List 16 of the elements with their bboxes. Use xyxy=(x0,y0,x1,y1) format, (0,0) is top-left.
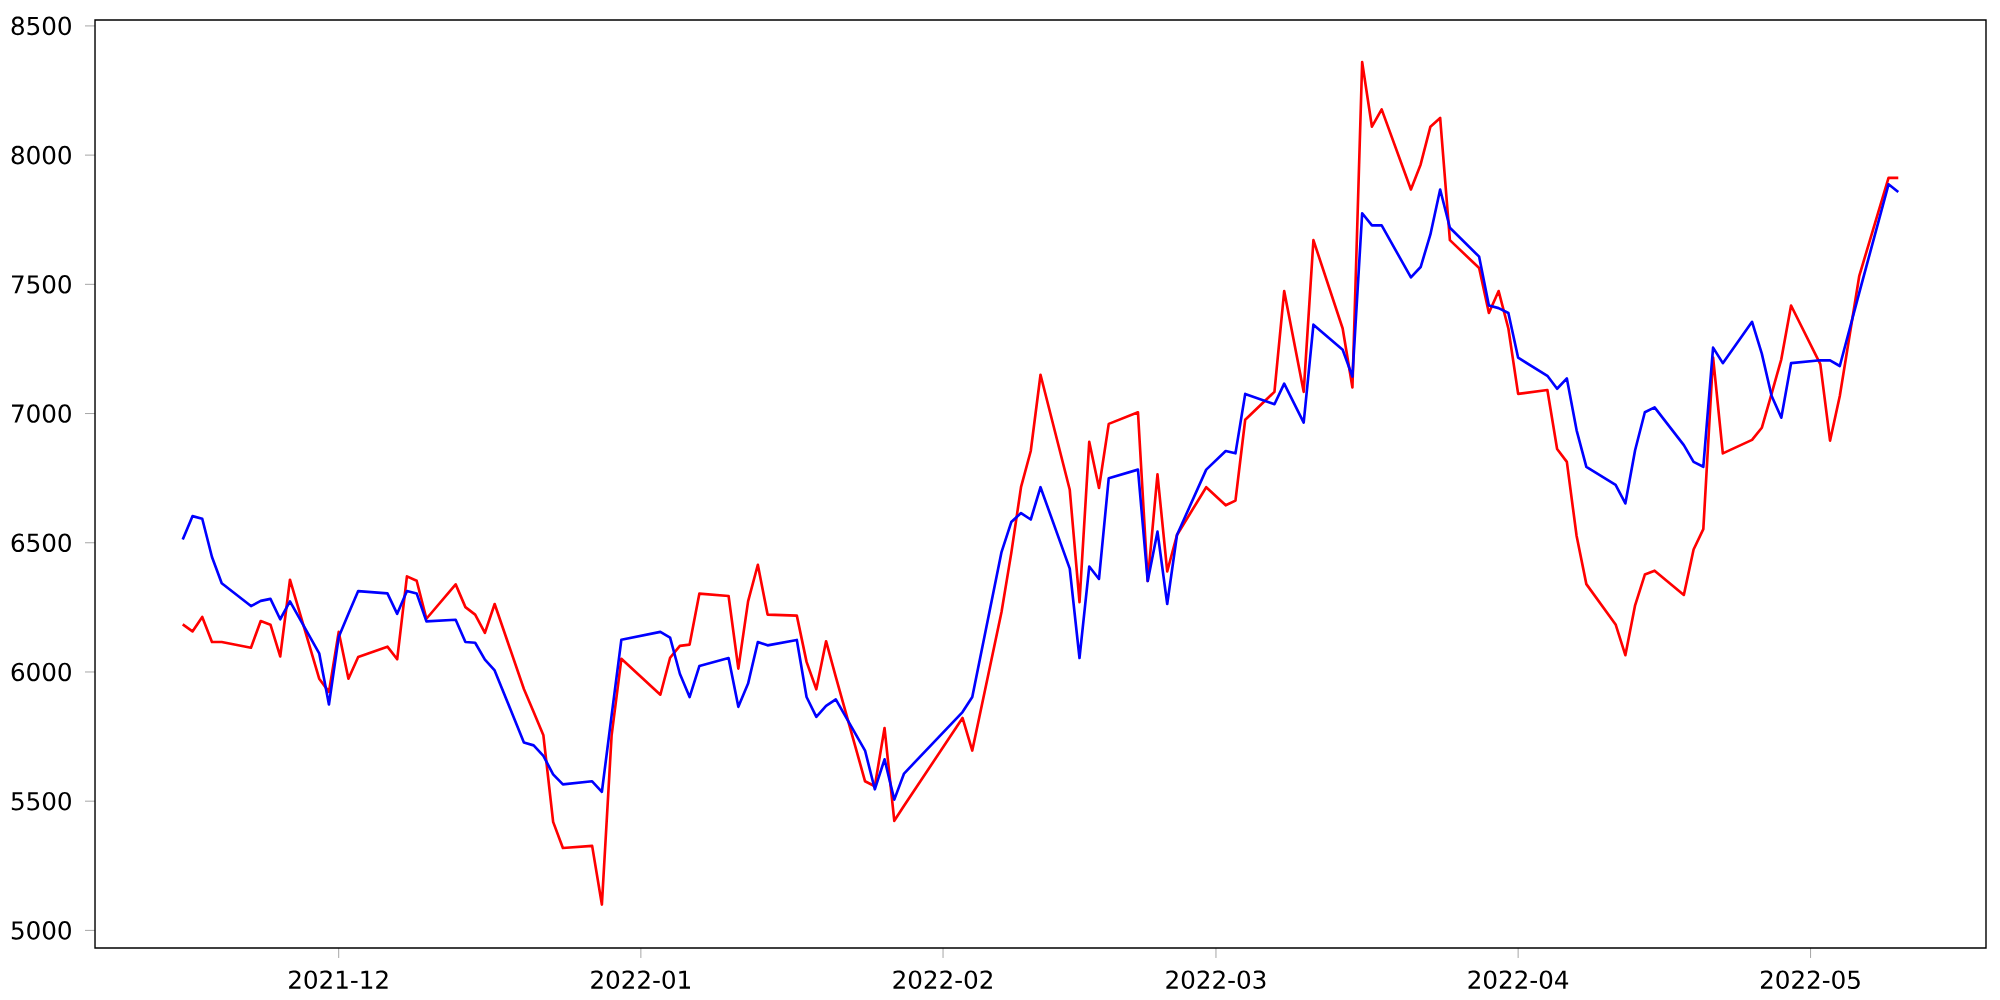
x-tick-label: 2022-05 xyxy=(1760,970,1860,989)
x-tick-label: 2022-04 xyxy=(1468,970,1569,989)
y-tick-label: 8500 xyxy=(11,16,71,36)
y-tick-label: 6000 xyxy=(11,662,71,682)
x-tick-label: 2022-01 xyxy=(591,970,690,989)
y-tick-label: 5000 xyxy=(11,921,71,940)
y-tick-label: 6500 xyxy=(11,533,71,553)
x-tick-label: 2022-02 xyxy=(893,970,992,989)
y-tick-label: 7000 xyxy=(12,404,71,423)
line-series xyxy=(181,60,1900,906)
x-tick-label: 2021-12 xyxy=(289,970,388,989)
y-tick-label: 7500 xyxy=(12,275,71,294)
y-tick-label: 5500 xyxy=(11,791,71,811)
x-tick-label: 2022-03 xyxy=(1166,970,1266,989)
line-series xyxy=(181,183,1900,801)
y-tick-label: 8000 xyxy=(11,145,71,165)
